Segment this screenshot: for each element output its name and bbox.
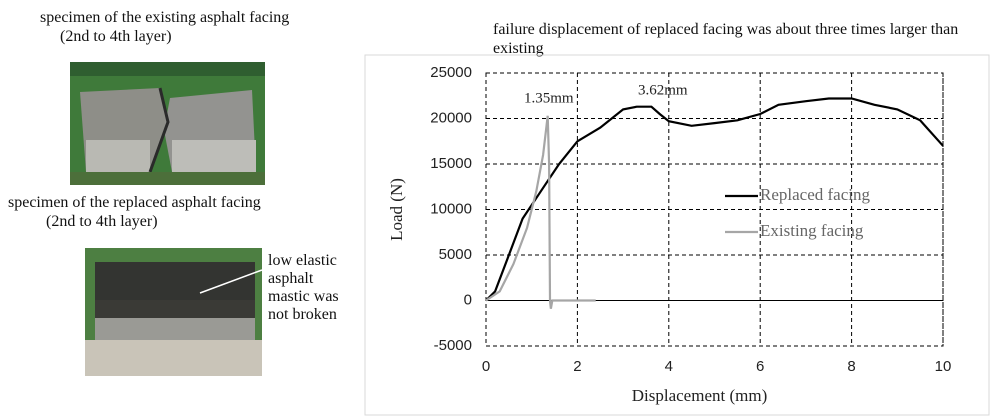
legend-label: Replaced facing — [760, 185, 870, 204]
y-tick-label: 5000 — [439, 246, 472, 263]
y-tick-label: 20000 — [430, 109, 472, 126]
y-axis-label: Load (N) — [387, 178, 406, 241]
series-line — [486, 99, 943, 301]
x-tick-label: 2 — [573, 358, 581, 375]
x-tick-label: 4 — [665, 358, 673, 375]
y-tick-label: 0 — [464, 291, 472, 308]
y-tick-label: 25000 — [430, 64, 472, 81]
photo-existing — [70, 62, 265, 185]
y-tick-label: 15000 — [430, 155, 472, 172]
series-line — [486, 116, 596, 309]
y-tick-label: -5000 — [434, 337, 472, 354]
x-tick-label: 8 — [847, 358, 855, 375]
x-tick-label: 0 — [482, 358, 490, 375]
annotation: 1.35mm — [524, 90, 574, 106]
annotation: 3.62mm — [638, 82, 688, 98]
legend-label: Existing facing — [760, 221, 864, 240]
x-tick-label: 6 — [756, 358, 764, 375]
figure: specimen of the existing asphalt facing … — [0, 0, 990, 416]
y-tick-label: 10000 — [430, 200, 472, 217]
photo-replaced — [85, 248, 262, 376]
chart: -5000 0 5000 10000 15000 20000 25000 0 2 4 6 8 10 Dis… — [0, 0, 990, 416]
x-axis-label: Displacement (mm) — [632, 386, 768, 405]
x-tick-label: 10 — [935, 358, 952, 375]
